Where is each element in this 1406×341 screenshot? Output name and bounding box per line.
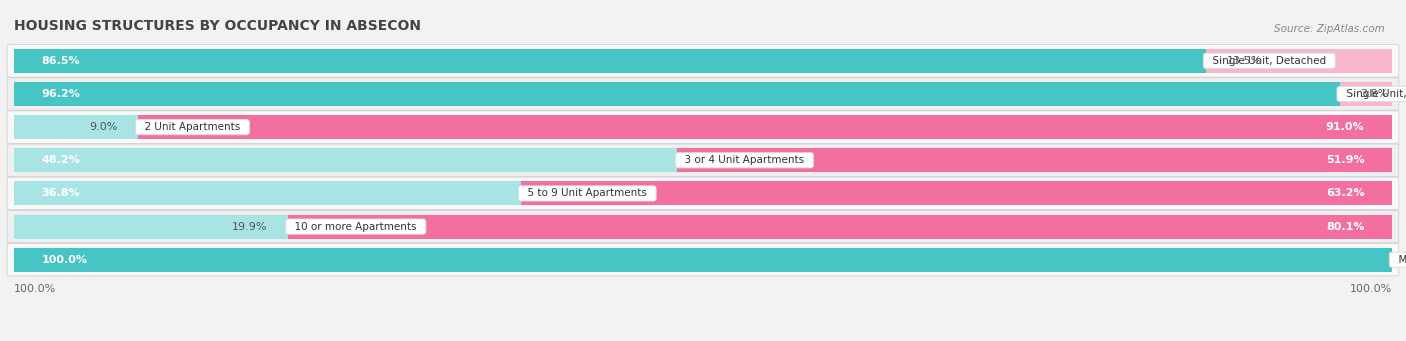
Bar bbox=[138, 115, 1392, 139]
Text: 9.0%: 9.0% bbox=[89, 122, 118, 132]
Text: 80.1%: 80.1% bbox=[1326, 222, 1364, 232]
Text: 3 or 4 Unit Apartments: 3 or 4 Unit Apartments bbox=[678, 155, 811, 165]
Bar bbox=[288, 214, 1392, 238]
Text: 51.9%: 51.9% bbox=[1326, 155, 1364, 165]
Text: Mobile Home / Other: Mobile Home / Other bbox=[1392, 255, 1406, 265]
Bar bbox=[1340, 82, 1392, 106]
Bar bbox=[676, 148, 1392, 172]
Text: 19.9%: 19.9% bbox=[232, 222, 267, 232]
Bar bbox=[14, 49, 1206, 73]
Text: Single Unit, Detached: Single Unit, Detached bbox=[1206, 56, 1333, 66]
Text: 100.0%: 100.0% bbox=[14, 284, 56, 294]
Bar bbox=[14, 214, 288, 238]
Text: 13.5%: 13.5% bbox=[1226, 56, 1261, 66]
FancyBboxPatch shape bbox=[7, 177, 1399, 210]
Bar bbox=[1206, 49, 1392, 73]
Bar bbox=[14, 248, 1392, 272]
Text: 10 or more Apartments: 10 or more Apartments bbox=[288, 222, 423, 232]
Bar bbox=[522, 181, 1392, 205]
Bar bbox=[14, 181, 522, 205]
Text: 36.8%: 36.8% bbox=[42, 189, 80, 198]
Text: 63.2%: 63.2% bbox=[1326, 189, 1364, 198]
Text: HOUSING STRUCTURES BY OCCUPANCY IN ABSECON: HOUSING STRUCTURES BY OCCUPANCY IN ABSEC… bbox=[14, 19, 420, 33]
Text: 86.5%: 86.5% bbox=[42, 56, 80, 66]
Text: 48.2%: 48.2% bbox=[42, 155, 80, 165]
Text: 96.2%: 96.2% bbox=[42, 89, 80, 99]
FancyBboxPatch shape bbox=[7, 144, 1399, 177]
Bar bbox=[14, 115, 138, 139]
Text: 5 to 9 Unit Apartments: 5 to 9 Unit Apartments bbox=[522, 189, 654, 198]
Text: Source: ZipAtlas.com: Source: ZipAtlas.com bbox=[1274, 24, 1385, 34]
Text: 3.8%: 3.8% bbox=[1360, 89, 1389, 99]
FancyBboxPatch shape bbox=[7, 210, 1399, 243]
Bar bbox=[14, 148, 678, 172]
Text: 100.0%: 100.0% bbox=[42, 255, 87, 265]
FancyBboxPatch shape bbox=[7, 243, 1399, 276]
FancyBboxPatch shape bbox=[7, 111, 1399, 143]
Bar bbox=[14, 82, 1340, 106]
FancyBboxPatch shape bbox=[7, 45, 1399, 77]
Text: 100.0%: 100.0% bbox=[1350, 284, 1392, 294]
Text: Single Unit, Attached: Single Unit, Attached bbox=[1340, 89, 1406, 99]
FancyBboxPatch shape bbox=[7, 78, 1399, 110]
Text: 91.0%: 91.0% bbox=[1326, 122, 1364, 132]
Text: 2 Unit Apartments: 2 Unit Apartments bbox=[138, 122, 247, 132]
